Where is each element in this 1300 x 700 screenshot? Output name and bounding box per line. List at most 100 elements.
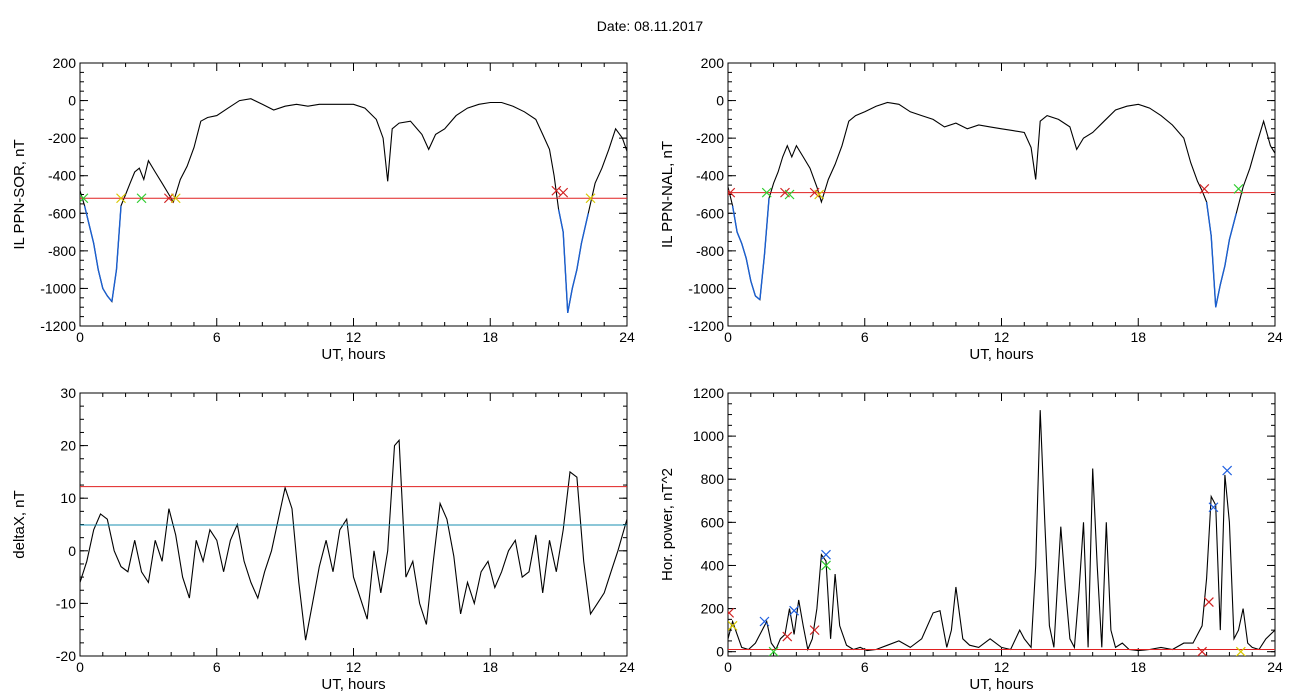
marker-blue	[1208, 502, 1219, 513]
marker-red	[728, 187, 736, 198]
series-line	[728, 101, 1275, 308]
marker-stroke-b	[821, 549, 831, 560]
marker-stroke-b	[136, 193, 147, 204]
x-tick-label: 0	[76, 329, 84, 345]
marker-stroke-b	[170, 193, 181, 204]
marker-red	[809, 625, 820, 636]
x-tick-label: 24	[619, 659, 635, 675]
marker-stroke-b	[728, 607, 735, 615]
marker-stroke-b	[1197, 646, 1207, 656]
marker-blue	[1222, 465, 1233, 476]
x-tick-label: 18	[1130, 659, 1146, 675]
below-threshold-segment	[115, 205, 122, 270]
x-tick-label: 12	[346, 659, 362, 675]
series-line	[80, 98, 627, 314]
marker-green	[761, 187, 772, 198]
marker-stroke-b	[1203, 597, 1214, 608]
below-threshold-segment	[111, 269, 118, 302]
below-threshold-segment	[736, 231, 743, 244]
x-axis-label: UT, hours	[321, 676, 385, 693]
marker-green	[768, 646, 779, 656]
y-tick-label: 10	[60, 490, 76, 506]
marker-yellow	[728, 620, 738, 631]
x-tick-label: 24	[1267, 659, 1283, 675]
x-axis-label: UT, hours	[969, 676, 1033, 693]
y-tick-label: 1200	[693, 385, 724, 401]
y-axis-label: IL PPN-SOR, nT	[11, 139, 28, 249]
below-threshold-segment	[571, 269, 578, 289]
below-threshold-segment	[562, 232, 569, 313]
marker-stroke-b	[1222, 465, 1233, 476]
series-line	[80, 438, 627, 641]
x-tick-label: 0	[724, 659, 732, 675]
y-tick-label: -1200	[40, 318, 76, 334]
y-tick-label: -200	[48, 130, 76, 146]
marker-stroke-b	[80, 193, 89, 203]
marker-blue	[821, 549, 831, 560]
below-threshold-segment	[580, 213, 589, 244]
marker-stroke-b	[784, 189, 795, 200]
below-threshold-segment	[567, 288, 573, 313]
y-tick-label: 0	[68, 543, 76, 559]
y-tick-label: -600	[48, 205, 76, 221]
y-tick-label: -400	[48, 168, 76, 184]
marker-yellow	[170, 193, 181, 204]
y-tick-label: 200	[53, 55, 77, 71]
panel-il-ppn-sor: 0 6 12 18 24 200 0 -200 -400 -600 -800 -1000 -1200 UT…	[11, 55, 635, 363]
plot-area	[728, 410, 1275, 656]
x-tick-label: 12	[346, 329, 362, 345]
below-threshold-segment	[557, 209, 564, 233]
marker-stroke-b	[759, 616, 770, 627]
marker-stroke-b	[809, 187, 820, 198]
below-threshold-segment	[97, 269, 104, 289]
marker-stroke-b	[782, 631, 793, 642]
marker-green	[136, 193, 147, 204]
marker-stroke-b	[768, 646, 779, 656]
x-tick-label: 18	[482, 329, 498, 345]
x-axis-label: UT, hours	[321, 346, 385, 363]
y-tick-label: -10	[56, 595, 76, 611]
marker-blue	[789, 605, 800, 616]
marker-red	[728, 607, 735, 618]
x-tick-label: 12	[994, 329, 1010, 345]
x-tick-label: 0	[724, 329, 732, 345]
below-threshold-segment	[92, 243, 99, 270]
marker-stroke-b	[551, 185, 562, 196]
marker-yellow	[814, 189, 825, 200]
y-tick-label: 800	[701, 471, 725, 487]
marker-stroke-b	[809, 625, 820, 636]
marker-red	[782, 631, 793, 642]
plot-area	[80, 438, 627, 641]
y-axis-label: deltaX, nT	[11, 490, 28, 558]
x-tick-label: 12	[994, 659, 1010, 675]
below-threshold-segment	[1215, 284, 1221, 308]
below-threshold-segment	[754, 295, 761, 301]
y-tick-label: -20	[56, 648, 76, 664]
series-line	[728, 410, 1275, 652]
below-threshold-segment	[1228, 213, 1237, 240]
y-tick-label: -400	[696, 168, 724, 184]
x-tick-label: 18	[1130, 329, 1146, 345]
plot-area	[80, 98, 627, 314]
below-threshold-segment	[576, 243, 583, 270]
below-threshold-segment	[1210, 235, 1217, 308]
y-tick-label: 200	[701, 55, 725, 71]
below-threshold-segment	[763, 198, 770, 255]
y-tick-label: 30	[60, 385, 76, 401]
marker-red	[1203, 597, 1214, 608]
plot-frame	[727, 62, 1276, 327]
y-tick-label: -1200	[688, 318, 724, 334]
marker-stroke-b	[1235, 646, 1246, 656]
plot-area	[728, 101, 1275, 308]
plot-frame	[79, 392, 628, 657]
marker-stroke-b	[789, 605, 800, 616]
below-threshold-segment	[83, 205, 90, 225]
marker-stroke-b	[558, 187, 569, 198]
below-threshold-segment	[1224, 239, 1231, 267]
plot-frame	[79, 62, 628, 327]
below-threshold-segment	[759, 254, 766, 300]
marker-stroke-b	[728, 187, 736, 196]
marker-red	[558, 187, 569, 198]
y-tick-label: 400	[701, 557, 725, 573]
below-threshold-segment	[1219, 265, 1226, 285]
